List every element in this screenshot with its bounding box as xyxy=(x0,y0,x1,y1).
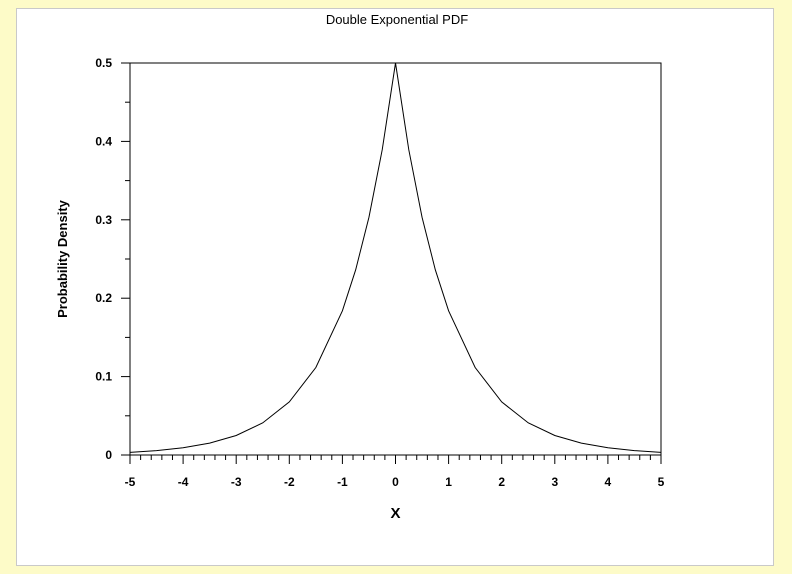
x-tick-label: -2 xyxy=(284,475,295,489)
plot-frame xyxy=(129,62,662,456)
x-tick-label: 2 xyxy=(498,475,505,489)
y-tick-label: 0 xyxy=(105,448,112,462)
y-tick-label: 0.5 xyxy=(95,56,112,70)
x-tick-label: 3 xyxy=(551,475,558,489)
x-tick-label: 4 xyxy=(605,475,612,489)
y-tick-label: 0.3 xyxy=(95,213,112,227)
y-tick-label: 0.4 xyxy=(95,134,112,148)
x-tick-label: 1 xyxy=(445,475,452,489)
series-line xyxy=(129,62,662,453)
x-tick-label: 5 xyxy=(658,475,665,489)
x-tick-label: -4 xyxy=(178,475,189,489)
x-axis-label: X xyxy=(390,505,400,522)
x-tick-label: -1 xyxy=(337,475,348,489)
x-tick-label: -3 xyxy=(231,475,242,489)
y-tick-label: 0.2 xyxy=(95,291,112,305)
x-axis: -5 -4 -3 -2 -1 0 1 2 3 4 5 xyxy=(125,455,665,489)
chart-panel: Double Exponential PDF -5 -4 -3 -2 -1 0 1 2 3 4 5 … xyxy=(16,8,774,566)
pdf-chart: Double Exponential PDF -5 -4 -3 -2 -1 0 1 2 3 4 5 … xyxy=(55,12,665,522)
y-axis: 0 0.1 0.2 0.3 0.4 0.5 xyxy=(95,56,130,462)
y-tick-label: 0.1 xyxy=(95,370,112,384)
x-tick-label: 0 xyxy=(392,475,399,489)
y-axis-label: Probability Density xyxy=(55,199,70,318)
x-tick-label: -5 xyxy=(125,475,136,489)
chart-title: Double Exponential PDF xyxy=(326,12,468,27)
